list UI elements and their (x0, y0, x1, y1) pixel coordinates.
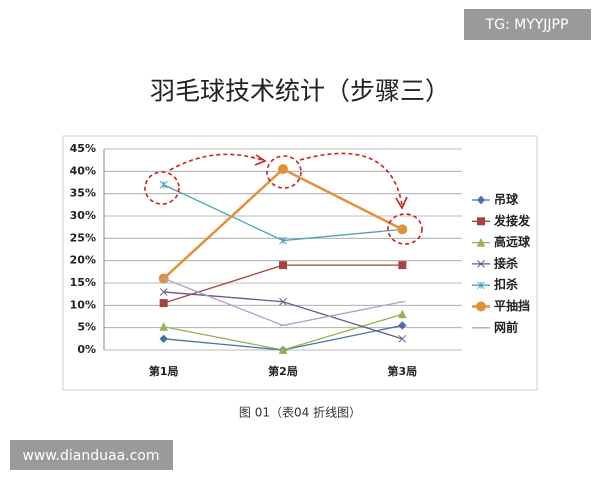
plot: 0% 5% 10% 15% 20% 25% 30% 35% 40% 45% 第1局 第2局 第3局 吊球发… (70, 142, 531, 378)
y-tick-label: 5% (77, 321, 96, 334)
y-tick-label: 0% (77, 343, 96, 356)
watermark-box (10, 440, 173, 470)
x-tick-label: 第2局 (268, 364, 298, 378)
highlight-circle (144, 171, 180, 205)
annotations (144, 152, 423, 245)
y-tick-label: 15% (70, 276, 96, 289)
x-tick-label: 第3局 (388, 364, 418, 378)
watermark: TG: MYYJJPP (485, 17, 569, 33)
legend-marker (477, 217, 485, 226)
marker (159, 180, 168, 189)
arrow-head (395, 196, 408, 210)
marker (279, 297, 287, 306)
arrow-head (254, 154, 267, 166)
highlight-circle (266, 155, 302, 189)
y-tick-label: 35% (70, 187, 96, 200)
legend-label: 发接发 (493, 213, 531, 228)
arrow (169, 153, 263, 171)
legend-marker (477, 281, 485, 290)
arrow (299, 152, 403, 206)
legend-label: 扣杀 (494, 277, 518, 292)
watermark: www.dianduaa.com (22, 448, 159, 464)
marker (398, 321, 407, 330)
legend-marker (476, 237, 486, 247)
chart-frame (62, 135, 538, 391)
caption: 图 01（表04 折线图） (239, 405, 361, 420)
y-tick-label: 20% (70, 254, 96, 267)
chart-title: 羽毛球技术统计（步骤三） (150, 77, 450, 106)
legend-label: 接杀 (494, 255, 518, 270)
y-tick-label: 25% (70, 231, 96, 244)
legend-label: 平抽挡 (494, 298, 530, 313)
watermark-box (464, 9, 591, 40)
highlight-circle (387, 213, 423, 245)
marker (398, 261, 407, 270)
x-tick-label: 第1局 (149, 364, 179, 378)
legend-label: 吊球 (494, 192, 519, 207)
marker (278, 164, 288, 175)
marker (159, 288, 168, 296)
marker (159, 334, 168, 344)
legend-label: 网前 (494, 319, 518, 334)
marker (278, 345, 288, 354)
marker (159, 322, 168, 331)
marker (398, 309, 407, 319)
legend-label: 高远球 (494, 234, 531, 249)
marker (279, 261, 287, 270)
y-tick-label: 40% (70, 164, 96, 177)
y-tick-label: 10% (70, 298, 96, 311)
marker (397, 224, 408, 235)
marker (398, 334, 407, 343)
marker (159, 299, 168, 308)
legend-marker (476, 195, 486, 205)
marker (279, 236, 287, 245)
y-tick-label: 30% (70, 209, 96, 222)
legend-marker (476, 301, 486, 312)
y-tick-label: 45% (70, 142, 96, 155)
legend-marker (477, 260, 485, 268)
